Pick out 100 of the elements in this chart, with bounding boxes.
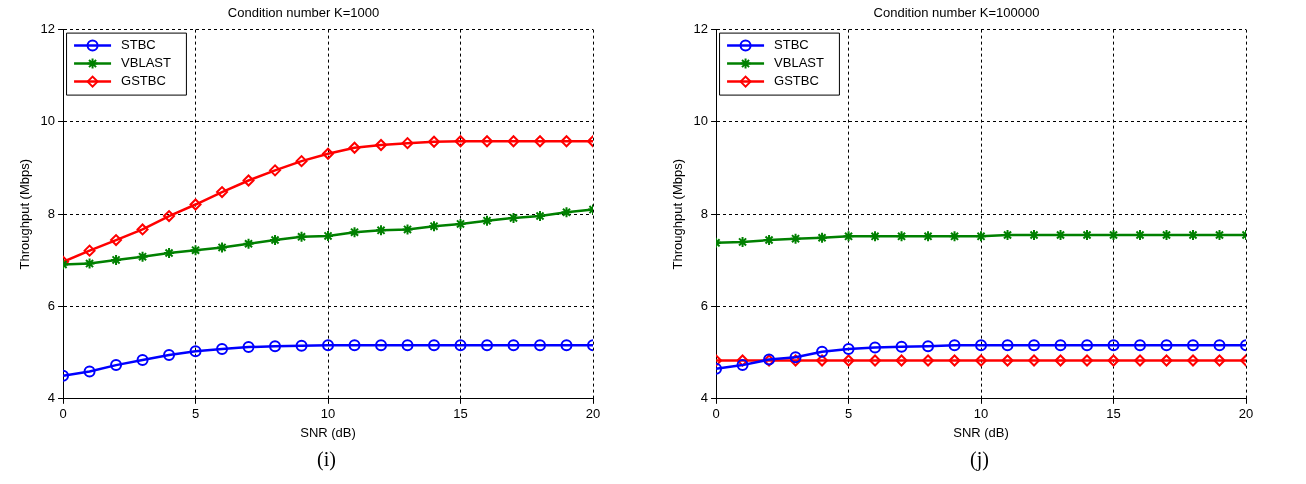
point — [295, 230, 308, 243]
point — [1187, 339, 1200, 352]
point — [163, 348, 176, 361]
point — [1001, 339, 1014, 352]
legend-label: VBLAST — [774, 55, 824, 71]
point — [948, 339, 961, 352]
y-tick-label: 4 — [47, 390, 56, 406]
point — [348, 339, 361, 352]
point — [242, 237, 255, 250]
point — [1187, 354, 1200, 367]
y-tick-label: 10 — [693, 113, 709, 129]
point — [816, 354, 829, 367]
y-tick-label: 8 — [47, 205, 56, 221]
point — [895, 354, 908, 367]
point — [189, 198, 202, 211]
point — [348, 226, 361, 239]
point — [1081, 354, 1094, 367]
point — [560, 206, 573, 219]
point — [816, 345, 829, 358]
point — [1160, 339, 1173, 352]
point — [216, 342, 229, 355]
y-axis-title: Throughput (Mbps) — [670, 158, 686, 270]
point — [136, 354, 149, 367]
point — [869, 354, 882, 367]
point — [110, 234, 123, 247]
point — [507, 339, 520, 352]
y-tick-label: 12 — [693, 21, 709, 37]
point — [189, 244, 202, 257]
x-tick-label: 5 — [844, 406, 853, 422]
point — [842, 354, 855, 367]
chart-title: Condition number K=1000 — [227, 5, 380, 21]
point — [1054, 339, 1067, 352]
x-tick-label: 5 — [191, 406, 200, 422]
point — [1054, 354, 1067, 367]
point — [269, 340, 282, 353]
x-tick-label: 15 — [1106, 406, 1121, 422]
x-tick-label: 15 — [453, 406, 468, 422]
point — [375, 339, 388, 352]
y-tick-label: 10 — [40, 113, 56, 129]
point — [1160, 354, 1173, 367]
y-tick-label: 12 — [40, 21, 56, 37]
point — [975, 354, 988, 367]
x-axis-title: SNR (dB) — [300, 424, 356, 440]
point — [948, 230, 961, 243]
point — [401, 223, 414, 236]
legend-label: STBC — [121, 37, 156, 53]
point — [110, 359, 123, 372]
point — [1107, 339, 1120, 352]
point — [560, 339, 573, 352]
point — [163, 210, 176, 223]
point — [975, 339, 988, 352]
point — [136, 223, 149, 236]
point — [534, 339, 547, 352]
legend-label: VBLAST — [121, 55, 171, 71]
point — [507, 135, 520, 148]
point — [322, 147, 335, 160]
point — [1213, 339, 1226, 352]
chart-title: Condition number K=100000 — [873, 5, 1040, 21]
point — [269, 164, 282, 177]
legend-label: GSTBC — [774, 73, 819, 89]
point — [534, 135, 547, 148]
point — [842, 342, 855, 355]
x-tick-label: 10 — [320, 406, 336, 422]
point — [922, 354, 935, 367]
point — [401, 339, 414, 352]
point — [1001, 354, 1014, 367]
point — [895, 230, 908, 243]
point — [1134, 354, 1147, 367]
point — [295, 155, 308, 168]
legend-label: STBC — [774, 37, 809, 53]
point — [83, 257, 96, 270]
point — [1107, 354, 1120, 367]
point — [242, 341, 255, 354]
point — [481, 135, 494, 148]
x-tick-label: 10 — [973, 406, 989, 422]
point — [189, 345, 202, 358]
text: (j) — [969, 448, 990, 471]
point — [948, 354, 961, 367]
point — [242, 174, 255, 187]
x-tick-label: 20 — [585, 406, 601, 422]
point — [560, 135, 573, 148]
y-tick-label: 8 — [700, 205, 709, 221]
point — [736, 359, 749, 372]
point — [401, 137, 414, 150]
y-tick-label: 6 — [47, 298, 56, 314]
point — [322, 339, 335, 352]
point — [842, 230, 855, 243]
point — [428, 135, 441, 148]
point — [1028, 339, 1041, 352]
point — [789, 232, 802, 245]
legend-label: GSTBC — [121, 73, 166, 89]
point — [348, 141, 361, 154]
text: (i) — [316, 448, 337, 471]
x-axis-title: SNR (dB) — [953, 424, 1009, 440]
y-axis-title: Throughput (Mbps) — [17, 158, 33, 270]
point — [454, 135, 467, 148]
point — [869, 341, 882, 354]
point — [216, 186, 229, 199]
y-tick-label: 6 — [700, 298, 709, 314]
point — [83, 244, 96, 257]
